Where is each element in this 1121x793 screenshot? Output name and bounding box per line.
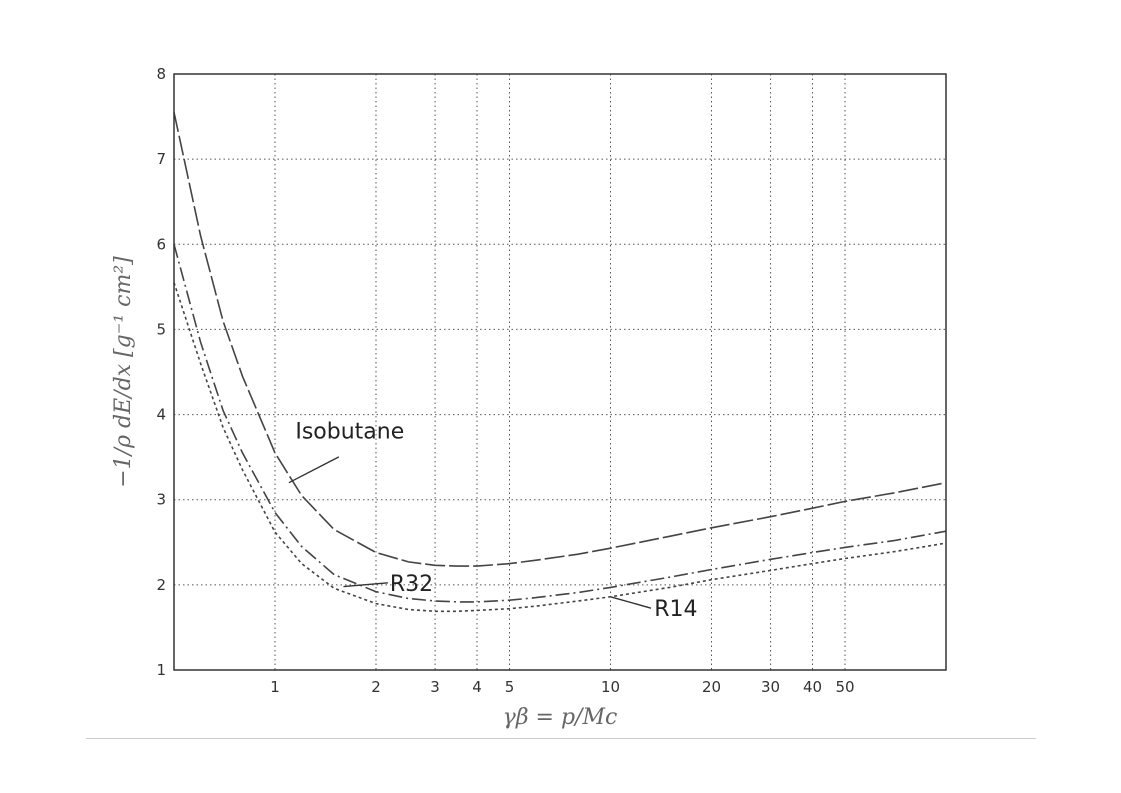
x-tick-label: 4 [472,678,482,696]
y-tick-label: 1 [156,661,166,679]
annotation-leader-r14 [610,596,652,609]
annotation-leader-r32 [343,582,388,588]
y-tick-label: 6 [156,235,166,253]
series-line-r32 [173,244,947,603]
x-tick-label: 10 [601,678,620,696]
annotations: Isobutane R32 R14 [288,420,698,622]
x-tick-label: 40 [803,678,822,696]
y-tick-label: 5 [156,320,166,338]
series-lines [173,112,947,613]
x-tick-label: 20 [702,678,721,696]
x-axis-label: γβ = p/Mc [503,705,618,730]
footer-divider [86,738,1036,739]
annotation-r32: R32 [390,572,433,597]
annotation-r14: R14 [654,597,697,622]
series-line-isobutane [173,112,947,567]
annotation-isobutane: Isobutane [295,420,404,445]
x-tick-labels: 1 2 3 4 5 10 20 30 40 50 [270,678,854,696]
x-tick-label: 5 [505,678,515,696]
x-tick-label: 2 [371,678,381,696]
y-tick-labels: 1 2 3 4 5 6 7 8 [156,65,166,679]
grid-lines [174,74,946,670]
y-tick-label: 8 [156,65,166,83]
x-tick-label: 1 [270,678,280,696]
y-tick-label: 7 [156,150,166,168]
x-tick-label: 50 [835,678,854,696]
series-line-r14 [173,282,947,613]
y-axis-label: −1/ρ dE/dx [g⁻¹ cm²] [111,256,136,488]
y-tick-label: 2 [156,576,166,594]
plot-frame [173,73,947,671]
y-tick-label: 3 [156,491,166,509]
y-tick-label: 4 [156,406,166,424]
annotation-leader-isobutane [288,456,340,484]
x-tick-label: 30 [761,678,780,696]
x-tick-label: 3 [430,678,440,696]
